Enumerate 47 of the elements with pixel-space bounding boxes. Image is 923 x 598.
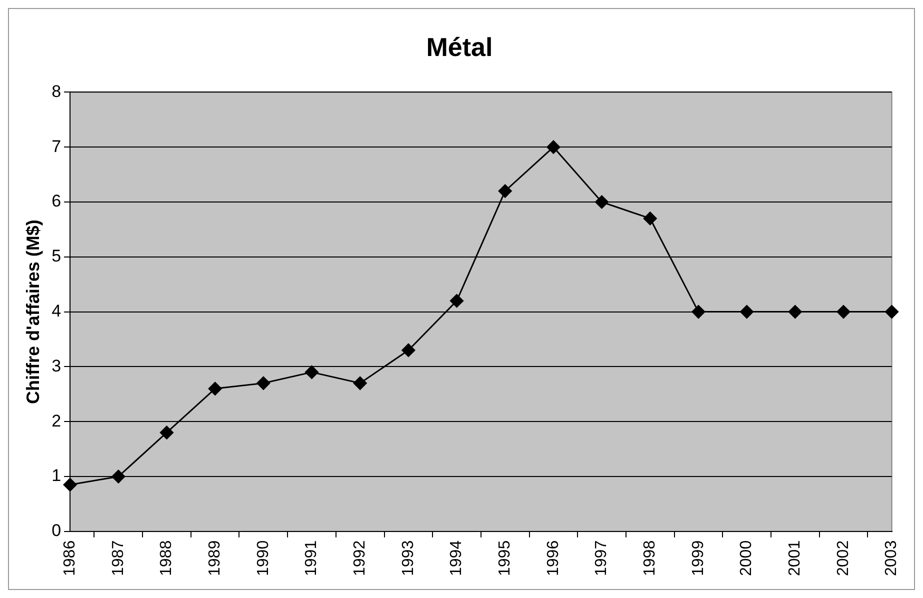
- x-tick-label: 2002: [834, 540, 852, 576]
- point: [304, 365, 318, 379]
- x-tick-label: 1990: [254, 540, 272, 576]
- y-tick-label: 2: [52, 411, 62, 430]
- x-tick-label: 1986: [61, 540, 78, 576]
- x-tick-label: 1989: [206, 540, 224, 576]
- x-tick-label: 1992: [351, 540, 368, 576]
- x-tick-label: 1993: [400, 540, 417, 576]
- y-tick-label: 4: [52, 301, 62, 320]
- x-tick-label: 1994: [448, 540, 466, 576]
- x-tick-label: 1991: [303, 540, 320, 576]
- point: [450, 294, 464, 308]
- y-axis-title: Chiffre d'affaires (M$): [22, 220, 43, 404]
- chart-title: Métal: [426, 32, 493, 62]
- y-tick-label: 7: [52, 136, 62, 156]
- y-tick-label: 1: [52, 466, 62, 486]
- point: [498, 184, 512, 198]
- x-tick-label: 1987: [110, 540, 127, 576]
- y-tick-label: 8: [52, 82, 62, 101]
- y-tick-label: 5: [52, 246, 62, 266]
- point: [63, 478, 77, 492]
- point: [402, 343, 416, 357]
- point: [546, 140, 560, 154]
- point: [692, 305, 706, 319]
- point: [788, 305, 802, 319]
- point: [353, 376, 367, 390]
- point: [112, 470, 126, 484]
- x-tick-label: 1988: [158, 540, 176, 576]
- point: [208, 382, 222, 396]
- x-tick-label: 1997: [593, 540, 610, 576]
- point: [595, 195, 609, 209]
- y-tick-label: 6: [52, 192, 62, 211]
- x-tick-label: 1999: [690, 540, 707, 576]
- x-tick-label: 2003: [883, 540, 900, 576]
- x-tick-label: 1995: [496, 540, 514, 576]
- y-tick-label: 3: [52, 356, 62, 376]
- point: [836, 305, 850, 319]
- point: [256, 376, 270, 390]
- x-tick-label: 2001: [786, 540, 804, 576]
- y-tick-label: 0: [52, 521, 62, 540]
- point: [885, 305, 899, 319]
- x-tick-label: 2000: [738, 540, 756, 576]
- point: [160, 426, 174, 440]
- x-tick-label: 1998: [642, 540, 659, 576]
- point: [740, 305, 754, 319]
- point: [643, 212, 657, 226]
- x-tick-label: 1996: [544, 540, 562, 576]
